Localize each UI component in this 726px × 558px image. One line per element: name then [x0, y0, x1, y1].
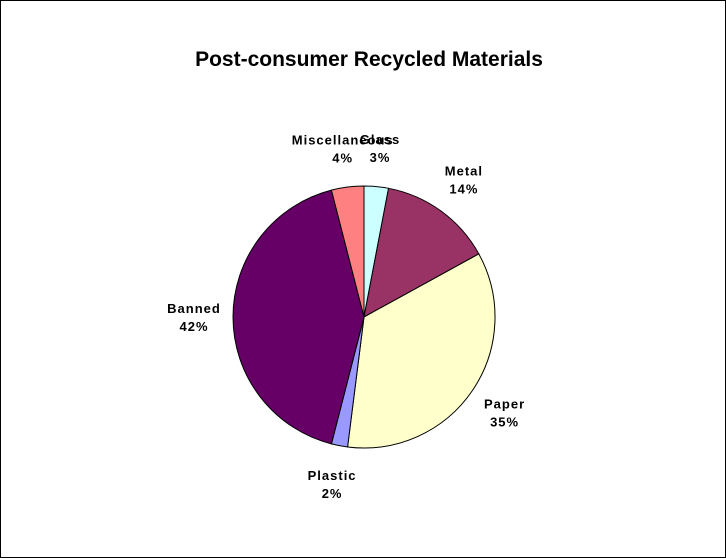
pie-slice-banned: [232, 189, 365, 445]
slice-label-percent: 42%: [179, 319, 208, 334]
slice-label-percent: 14%: [449, 182, 478, 197]
pie-slice-metal: [363, 187, 480, 318]
pie-slice-miscellaneous: [330, 185, 365, 318]
slice-label-plastic: Plastic 2%: [308, 468, 357, 501]
slice-label-metal: Metal 14%: [445, 164, 483, 197]
chart-title: Post-consumer Recycled Materials: [195, 48, 543, 71]
slice-label-percent: 2%: [322, 486, 343, 501]
slice-label-category: Metal: [445, 164, 483, 179]
slice-label-category: Paper: [484, 397, 525, 412]
slice-label-category: Glass: [360, 132, 400, 147]
slice-label-percent: 3%: [370, 150, 391, 165]
slice-label-banned: Banned 42%: [167, 301, 221, 334]
slice-label-glass: Glass 3%: [360, 132, 400, 165]
slice-labels: Glass 3% Metal 14% Paper 35% Plastic 2% Banned 42…: [167, 132, 525, 501]
slice-label-category: Banned: [167, 301, 221, 316]
slice-label-miscellaneous: Miscellaneous 4%: [292, 132, 394, 165]
slice-label-percent: 35%: [490, 415, 519, 430]
pie-slice-paper: [347, 253, 496, 449]
slice-label-paper: Paper 35%: [484, 397, 525, 430]
slice-label-category: Plastic: [308, 468, 357, 483]
slice-label-category: Miscellaneous: [292, 132, 394, 147]
pie-slices: [232, 185, 496, 449]
slice-label-percent: 4%: [332, 150, 353, 165]
